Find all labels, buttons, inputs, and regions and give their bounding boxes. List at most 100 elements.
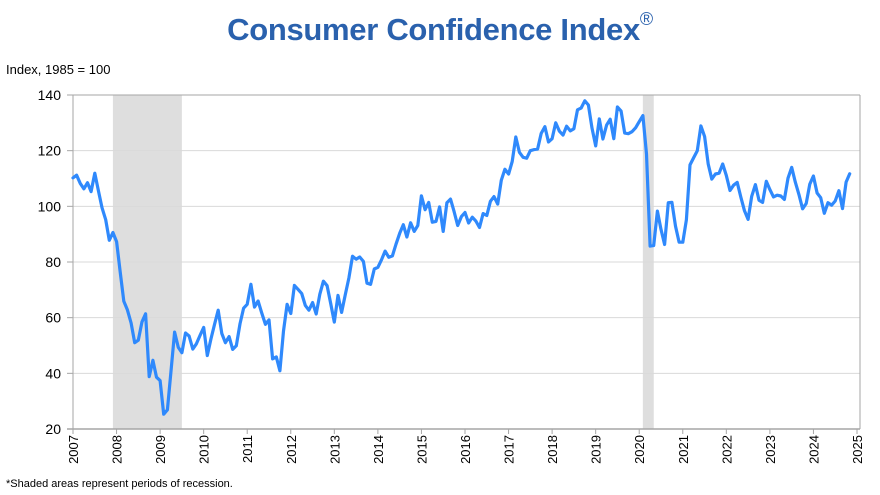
- data-point: [307, 309, 310, 312]
- data-point: [678, 241, 681, 244]
- data-point: [75, 174, 78, 177]
- data-point: [605, 124, 608, 127]
- data-point: [848, 172, 851, 175]
- data-point: [583, 99, 586, 102]
- data-point: [489, 200, 492, 203]
- data-point: [786, 177, 789, 180]
- data-point: [238, 322, 241, 325]
- data-point: [369, 283, 372, 286]
- data-point: [453, 210, 456, 213]
- data-point: [166, 408, 169, 411]
- x-tick-label: 2014: [371, 435, 386, 464]
- data-point: [674, 225, 677, 228]
- data-point: [547, 140, 550, 143]
- recession-note: *Shaded areas represent periods of reces…: [6, 478, 233, 490]
- data-point: [376, 266, 379, 269]
- data-point: [580, 107, 583, 110]
- data-point: [587, 103, 590, 106]
- data-point: [228, 335, 231, 338]
- data-point: [322, 280, 325, 283]
- y-tick-label: 20: [45, 421, 61, 437]
- data-point: [576, 108, 579, 111]
- data-point: [641, 114, 644, 117]
- data-point: [188, 334, 191, 337]
- data-point: [627, 132, 630, 135]
- data-point: [747, 218, 750, 221]
- data-point: [620, 110, 623, 113]
- data-point: [590, 127, 593, 130]
- data-point: [93, 172, 96, 175]
- data-point: [565, 125, 568, 128]
- data-point: [816, 191, 819, 194]
- data-point: [420, 194, 423, 197]
- data-point: [434, 220, 437, 223]
- x-tick-label: 2010: [197, 435, 212, 464]
- gridlines: 20 40 60 80 100 120 140: [38, 87, 860, 437]
- data-point: [845, 181, 848, 184]
- x-tick-label: 2008: [110, 435, 125, 464]
- data-point: [536, 147, 539, 150]
- data-point: [82, 187, 85, 190]
- data-point: [594, 144, 597, 147]
- registered-mark: ®: [639, 8, 653, 29]
- data-point: [652, 244, 655, 247]
- x-tick-label: 2021: [676, 435, 691, 464]
- data-point: [260, 311, 263, 314]
- data-point: [496, 203, 499, 206]
- data-point: [718, 172, 721, 175]
- data-point: [97, 189, 100, 192]
- y-tick-label: 120: [38, 143, 62, 159]
- data-point: [551, 137, 554, 140]
- data-point: [326, 284, 329, 287]
- data-point: [710, 178, 713, 181]
- data-point: [402, 223, 405, 226]
- data-point: [391, 254, 394, 257]
- data-point: [104, 218, 107, 221]
- data-point: [351, 255, 354, 258]
- x-tick-label: 2025: [850, 435, 865, 464]
- data-point: [721, 162, 724, 165]
- data-point: [601, 137, 604, 140]
- data-point: [362, 260, 365, 263]
- data-point: [137, 339, 140, 342]
- data-point: [264, 323, 267, 326]
- data-point: [609, 118, 612, 121]
- data-point: [801, 207, 804, 210]
- data-point: [645, 152, 648, 155]
- data-point: [467, 221, 470, 224]
- data-point: [126, 308, 129, 311]
- data-point: [561, 134, 564, 137]
- data-point: [336, 294, 339, 297]
- data-point: [529, 149, 532, 152]
- data-point: [333, 321, 336, 324]
- data-point: [768, 188, 771, 191]
- data-point: [249, 283, 252, 286]
- data-point: [438, 205, 441, 208]
- data-point: [224, 341, 227, 344]
- data-point: [315, 312, 318, 315]
- data-point: [122, 300, 125, 303]
- x-tick-label: 2009: [153, 435, 168, 464]
- data-point: [819, 196, 822, 199]
- data-point: [416, 224, 419, 227]
- data-point: [482, 212, 485, 215]
- data-point: [253, 306, 256, 309]
- data-point: [115, 240, 118, 243]
- data-point: [492, 195, 495, 198]
- data-point: [213, 323, 216, 326]
- data-point: [449, 198, 452, 201]
- data-point: [685, 218, 688, 221]
- data-point: [340, 311, 343, 314]
- data-point: [159, 379, 162, 382]
- data-point: [329, 302, 332, 305]
- data-point: [826, 201, 829, 204]
- x-tick-label: 2020: [632, 435, 647, 464]
- data-point: [289, 312, 292, 315]
- data-point: [485, 214, 488, 217]
- data-point: [569, 129, 572, 132]
- data-point: [681, 241, 684, 244]
- y-tick-label: 40: [45, 365, 61, 381]
- data-point: [398, 232, 401, 235]
- x-tick-label: 2007: [66, 435, 81, 464]
- data-point: [220, 332, 223, 335]
